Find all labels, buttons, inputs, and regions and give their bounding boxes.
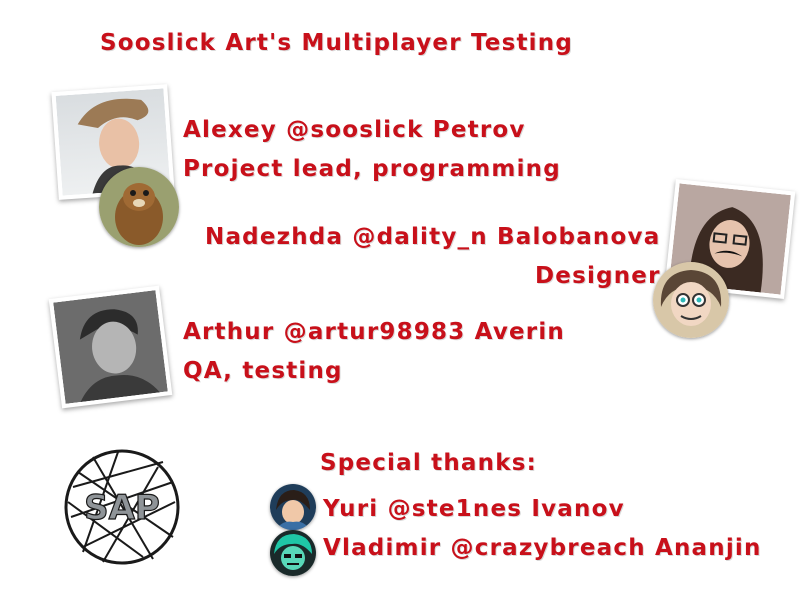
- nadezhda-avatar: [653, 262, 729, 338]
- alexey-avatar: [99, 167, 179, 247]
- page-title: Sooslick Art's Multiplayer Testing: [100, 30, 574, 56]
- member-name-alexey: Alexey @sooslick Petrov: [183, 117, 526, 143]
- sap-logo: SAP: [63, 447, 181, 567]
- thanks-name-yuri: Yuri @ste1nes Ivanov: [323, 496, 625, 522]
- vladimir-avatar: [270, 530, 316, 576]
- sap-logo-text: SAP: [84, 488, 160, 528]
- arthur-photo: [48, 285, 173, 409]
- member-role-nadezhda: Designer: [535, 263, 661, 289]
- member-name-arthur: Arthur @artur98983 Averin: [183, 319, 566, 345]
- member-role-alexey: Project lead, programming: [183, 156, 561, 182]
- thanks-name-vladimir: Vladimir @crazybreach Ananjin: [323, 535, 762, 561]
- special-thanks-heading: Special thanks:: [320, 450, 538, 476]
- member-name-nadezhda: Nadezhda @dality_n Balobanova: [205, 224, 661, 250]
- member-role-arthur: QA, testing: [183, 358, 343, 384]
- yuri-avatar: [270, 484, 316, 530]
